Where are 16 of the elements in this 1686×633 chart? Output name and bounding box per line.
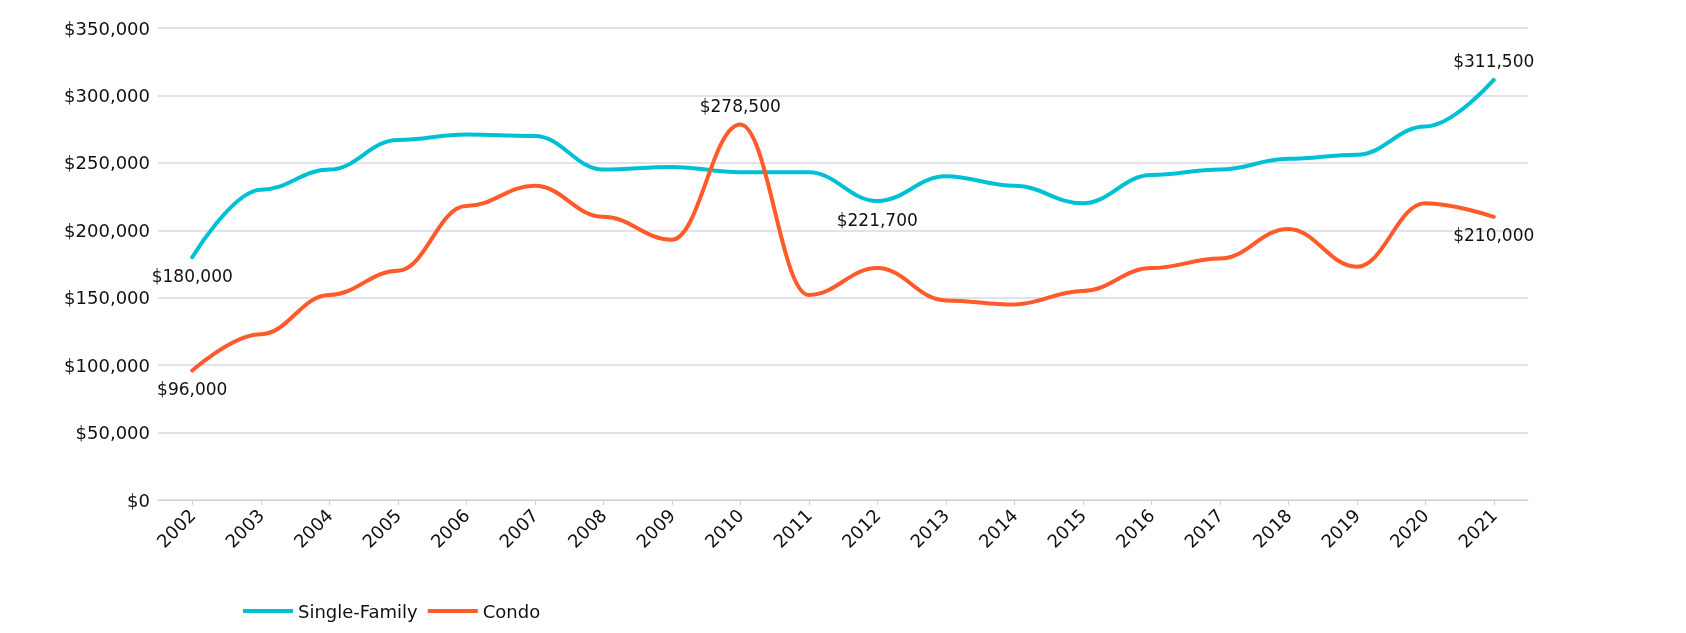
legend-label: Single-Family xyxy=(298,600,419,622)
y-tick-label: $350,000 xyxy=(64,17,150,39)
y-tick-label: $200,000 xyxy=(64,219,150,241)
y-tick-label: $100,000 xyxy=(64,354,150,376)
data-label: $278,500 xyxy=(699,95,781,116)
data-label: $221,700 xyxy=(836,209,918,230)
y-tick-label: $250,000 xyxy=(64,152,150,174)
y-tick-label: $300,000 xyxy=(64,84,150,106)
legend-label: Condo xyxy=(482,600,541,622)
data-label: $311,500 xyxy=(1453,51,1535,72)
data-label: $180,000 xyxy=(151,265,233,286)
y-tick-label: $0 xyxy=(127,489,150,511)
data-label: $210,000 xyxy=(1453,225,1535,246)
y-tick-label: $150,000 xyxy=(64,287,150,309)
data-label: $96,000 xyxy=(157,379,228,400)
y-tick-label: $50,000 xyxy=(75,422,150,444)
